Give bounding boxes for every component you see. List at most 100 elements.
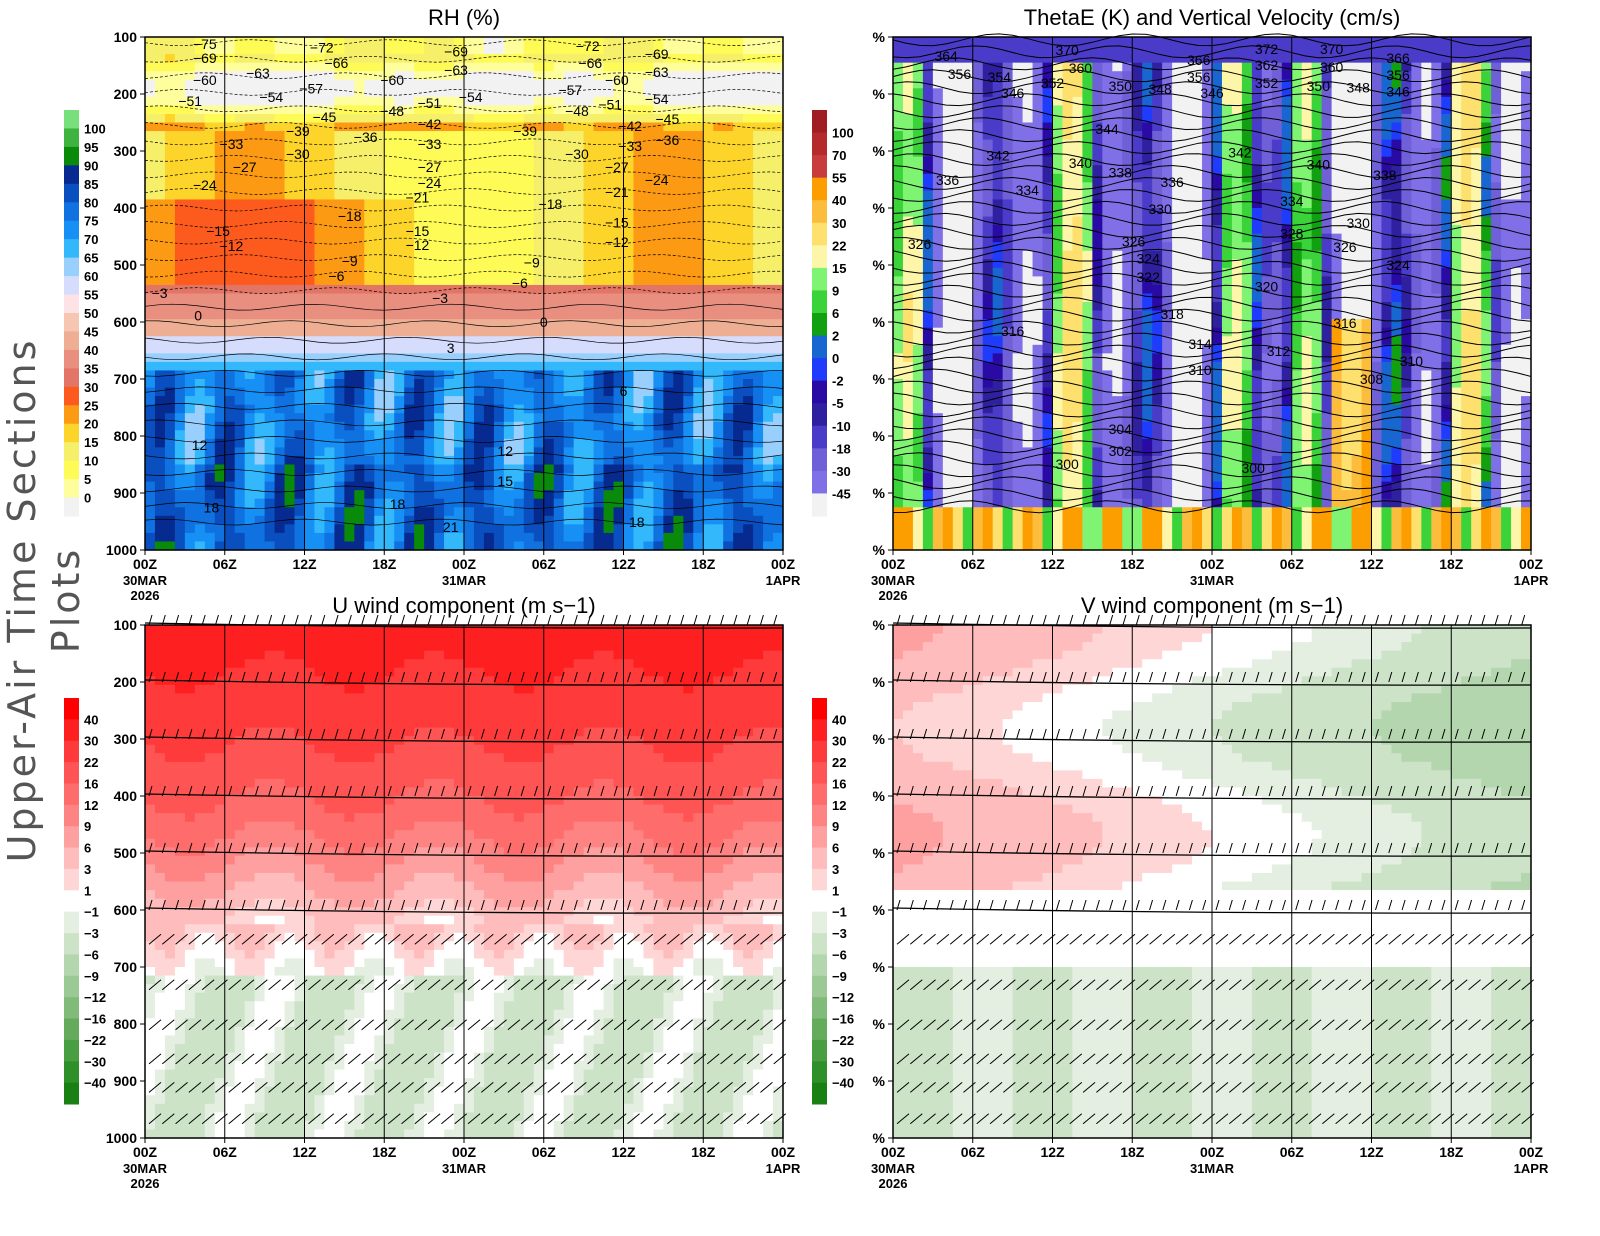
contour-cell xyxy=(623,216,635,226)
contour-cell xyxy=(763,105,774,115)
contour-cell xyxy=(643,71,655,81)
contour-cell xyxy=(952,216,964,226)
contour-cell xyxy=(324,413,336,423)
contour-cell xyxy=(1032,481,1044,491)
contour-cell xyxy=(743,259,754,269)
contour-cell xyxy=(194,515,206,525)
contour-cell xyxy=(633,199,645,209)
contour-cell xyxy=(1042,148,1054,158)
contour-cell xyxy=(214,113,226,124)
contour-cell xyxy=(922,113,934,124)
contour-cell xyxy=(454,156,465,166)
contour-cell xyxy=(434,344,445,354)
contour-cell xyxy=(174,54,186,64)
contour-cell xyxy=(912,370,924,380)
contour-cell xyxy=(743,515,754,525)
contour-cell xyxy=(613,173,625,183)
contour-cell xyxy=(354,319,365,329)
contour-cell xyxy=(274,173,286,183)
contour-cell xyxy=(623,71,635,81)
contour-cell xyxy=(603,259,615,269)
contour-cell xyxy=(603,310,615,320)
contour-cell xyxy=(1042,302,1054,312)
contour-cell xyxy=(374,250,385,260)
contour-cell xyxy=(982,344,994,354)
contour-cell xyxy=(962,541,974,551)
contour-cell xyxy=(174,370,186,380)
contour-cell xyxy=(483,524,495,534)
contour-cell xyxy=(234,250,246,260)
contour-cell xyxy=(145,344,156,354)
contour-cell xyxy=(703,293,714,303)
contour-cell xyxy=(773,45,784,55)
contour-cell xyxy=(394,139,405,149)
contour-cell xyxy=(194,370,206,380)
contour-cell xyxy=(932,208,944,218)
contour-cell xyxy=(384,370,395,380)
contour-cell xyxy=(164,79,176,89)
contour-cell xyxy=(344,498,355,508)
contour-cell xyxy=(723,344,734,354)
contour-cell xyxy=(942,421,954,431)
contour-cell xyxy=(414,481,425,491)
contour-cell xyxy=(503,276,515,286)
contour-cell xyxy=(932,71,944,81)
contour-cell xyxy=(384,455,395,466)
contour-cell xyxy=(893,541,904,551)
contour-cell xyxy=(503,455,515,466)
contour-cell xyxy=(224,327,236,337)
contour-cell xyxy=(264,96,276,106)
contour-cell xyxy=(464,438,475,448)
contour-cell xyxy=(623,447,635,457)
contour-cell xyxy=(573,190,585,201)
contour-cell xyxy=(254,148,266,158)
contour-cell xyxy=(902,413,914,423)
contour-cell xyxy=(683,105,694,115)
contour-cell xyxy=(962,71,974,81)
contour-cell xyxy=(952,88,964,98)
contour-cell xyxy=(743,113,754,124)
contour-cell xyxy=(703,481,714,491)
contour-cell xyxy=(344,54,355,64)
contour-cell xyxy=(314,71,326,81)
contour-cell xyxy=(713,404,724,414)
contour-cell xyxy=(703,165,714,175)
contour-cell xyxy=(962,233,974,243)
contour-cell xyxy=(503,139,515,149)
contour-cell xyxy=(184,208,196,218)
contour-cell xyxy=(274,541,286,551)
contour-cell xyxy=(204,447,216,457)
contour-cell xyxy=(693,37,704,47)
contour-cell xyxy=(663,259,674,269)
contour-cell xyxy=(683,54,694,64)
contour-cell xyxy=(1012,524,1024,534)
contour-cell xyxy=(354,310,365,320)
contour-cell xyxy=(324,139,336,149)
contour-cell xyxy=(145,464,156,474)
contour-cell xyxy=(753,113,764,124)
contour-label: −54 xyxy=(645,91,669,107)
contour-cell xyxy=(204,507,216,517)
contour-cell xyxy=(653,464,664,474)
contour-cell xyxy=(264,430,276,440)
contour-cell xyxy=(573,54,585,64)
contour-cell xyxy=(324,302,336,312)
contour-cell xyxy=(404,490,415,500)
contour-cell xyxy=(424,302,435,312)
contour-cell xyxy=(893,96,904,106)
contour-cell xyxy=(1022,105,1034,115)
contour-cell xyxy=(513,327,525,337)
contour-cell xyxy=(643,481,655,491)
contour-cell xyxy=(354,182,365,192)
contour-cell xyxy=(444,37,455,47)
contour-cell xyxy=(1002,353,1014,363)
contour-cell xyxy=(623,250,635,260)
contour-cell xyxy=(1032,464,1044,474)
contour-cell xyxy=(404,37,415,47)
contour-cell xyxy=(653,344,664,354)
contour-cell xyxy=(304,267,316,277)
contour-cell xyxy=(992,387,1004,397)
contour-cell xyxy=(194,464,206,474)
contour-cell xyxy=(773,190,784,201)
contour-cell xyxy=(284,379,296,389)
